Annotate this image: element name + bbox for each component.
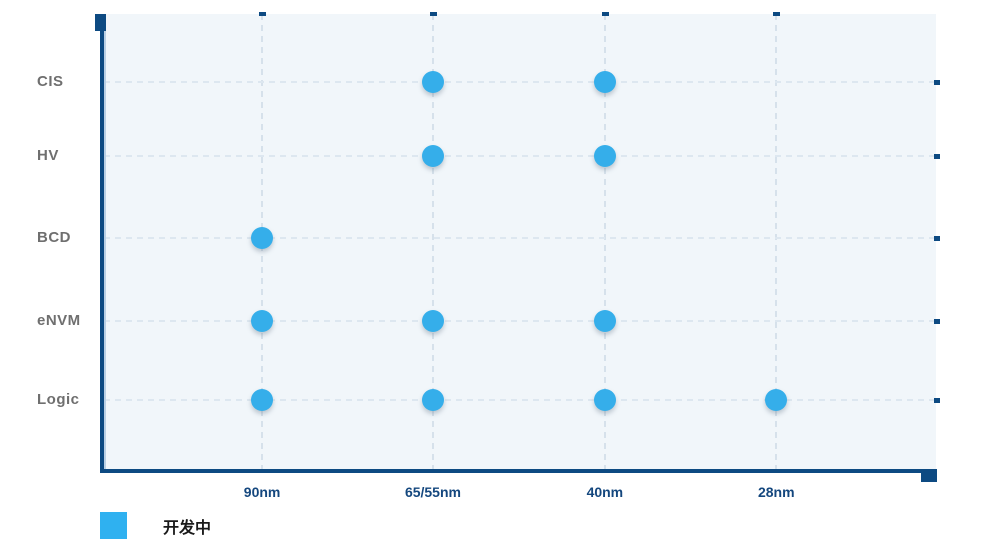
- x-axis-line: [100, 469, 937, 473]
- x-axis-top-tick: [601, 12, 609, 16]
- scatter-point[interactable]: [593, 71, 616, 94]
- y-axis-label: BCD: [37, 228, 71, 246]
- scatter-point[interactable]: [593, 310, 616, 333]
- y-axis-inner-edge: [104, 14, 106, 469]
- gridline-horizontal: [104, 154, 936, 157]
- x-axis-top-tick: [773, 12, 781, 16]
- scatter-point[interactable]: [765, 388, 788, 411]
- x-axis-end-cap: [921, 469, 937, 482]
- scatter-point[interactable]: [251, 310, 274, 333]
- x-axis-label: 40nm: [586, 484, 624, 500]
- x-axis-top-tick: [429, 12, 437, 16]
- plot-area: [104, 14, 936, 469]
- x-axis-label: 65/55nm: [404, 484, 461, 500]
- y-axis-label: eNVM: [37, 312, 81, 330]
- legend: 开发中: [100, 512, 211, 539]
- scatter-point[interactable]: [593, 144, 616, 167]
- legend-swatch-icon[interactable]: [100, 512, 127, 539]
- gridline-vertical: [431, 14, 434, 469]
- x-axis-top-tick: [259, 12, 267, 16]
- x-axis-label: 28nm: [757, 484, 795, 500]
- y-axis-label: HV: [37, 146, 59, 164]
- x-axis-label: 90nm: [243, 484, 281, 500]
- scatter-point[interactable]: [251, 226, 274, 249]
- y-axis-right-tick: [934, 235, 940, 241]
- legend-label[interactable]: 开发中: [163, 519, 212, 537]
- scatter-point[interactable]: [593, 388, 616, 411]
- scatter-point[interactable]: [251, 388, 274, 411]
- y-axis-line: [100, 14, 104, 473]
- gridline-horizontal: [104, 236, 936, 239]
- gridline-vertical: [775, 14, 778, 469]
- gridline-horizontal: [104, 81, 936, 84]
- y-axis-right-tick: [934, 153, 940, 159]
- y-axis-label: Logic: [37, 390, 80, 408]
- y-axis-label: CIS: [37, 73, 64, 91]
- scatter-point[interactable]: [421, 388, 444, 411]
- gridline-vertical: [603, 14, 606, 469]
- y-axis-right-tick: [934, 319, 940, 325]
- scatter-point[interactable]: [421, 71, 444, 94]
- scatter-point[interactable]: [421, 310, 444, 333]
- y-axis-end-cap: [95, 14, 106, 31]
- gridline-horizontal: [104, 398, 936, 401]
- y-axis-right-tick: [934, 80, 940, 86]
- gridline-horizontal: [104, 320, 936, 323]
- scatter-point[interactable]: [421, 144, 444, 167]
- y-axis-right-tick: [934, 397, 940, 403]
